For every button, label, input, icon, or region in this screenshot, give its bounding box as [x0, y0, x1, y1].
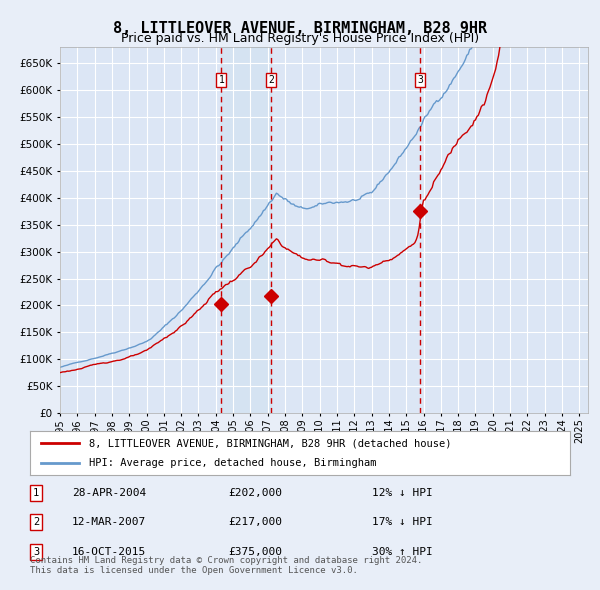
Text: HPI: Average price, detached house, Birmingham: HPI: Average price, detached house, Birm…	[89, 458, 377, 467]
Text: 2: 2	[33, 517, 39, 527]
Text: 8, LITTLEOVER AVENUE, BIRMINGHAM, B28 9HR: 8, LITTLEOVER AVENUE, BIRMINGHAM, B28 9H…	[113, 21, 487, 35]
Text: 2: 2	[268, 75, 274, 85]
Text: £217,000: £217,000	[228, 517, 282, 527]
Text: 12% ↓ HPI: 12% ↓ HPI	[372, 488, 433, 497]
Text: Contains HM Land Registry data © Crown copyright and database right 2024.
This d: Contains HM Land Registry data © Crown c…	[30, 556, 422, 575]
Text: 17% ↓ HPI: 17% ↓ HPI	[372, 517, 433, 527]
Text: 3: 3	[417, 75, 423, 85]
Text: £375,000: £375,000	[228, 547, 282, 556]
Bar	[221, 47, 271, 413]
Text: 1: 1	[218, 75, 224, 85]
Text: 3: 3	[33, 547, 39, 556]
Text: 12-MAR-2007: 12-MAR-2007	[72, 517, 146, 527]
Text: £202,000: £202,000	[228, 488, 282, 497]
Text: 30% ↑ HPI: 30% ↑ HPI	[372, 547, 433, 556]
Text: 28-APR-2004: 28-APR-2004	[72, 488, 146, 497]
Text: 1: 1	[33, 488, 39, 497]
Text: 16-OCT-2015: 16-OCT-2015	[72, 547, 146, 556]
Text: 8, LITTLEOVER AVENUE, BIRMINGHAM, B28 9HR (detached house): 8, LITTLEOVER AVENUE, BIRMINGHAM, B28 9H…	[89, 438, 452, 448]
Text: Price paid vs. HM Land Registry's House Price Index (HPI): Price paid vs. HM Land Registry's House …	[121, 32, 479, 45]
